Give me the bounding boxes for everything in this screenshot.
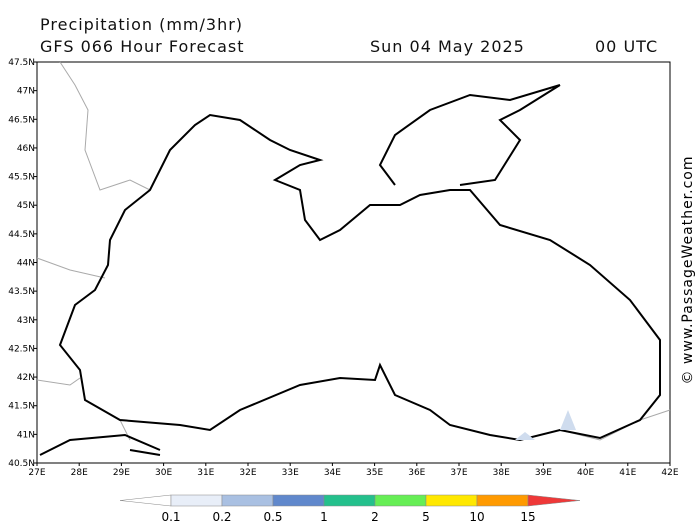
lon-label: 40E [577, 468, 594, 478]
legend-swatch [272, 494, 325, 507]
lon-label: 41E [619, 468, 636, 478]
legend-swatch [119, 494, 172, 507]
title: Precipitation (mm/3hr) [40, 15, 243, 34]
legend-swatch [425, 494, 478, 507]
lat-label: 43.5N [8, 287, 35, 297]
lon-label: 39E [535, 468, 552, 478]
lat-label: 41.5N [8, 402, 35, 412]
time: 00 UTC [595, 37, 658, 56]
lat-label: 47N [17, 87, 35, 97]
lon-label: 35E [366, 468, 383, 478]
lon-label: 31E [197, 468, 214, 478]
watermark: © www.PassageWeather.com [680, 155, 696, 384]
lon-label: 30E [155, 468, 172, 478]
lat-label: 43N [17, 316, 35, 326]
subtitle: GFS 066 Hour Forecast [40, 37, 245, 56]
lon-label: 32E [239, 468, 256, 478]
lon-label: 36E [408, 468, 425, 478]
lon-label: 29E [113, 468, 130, 478]
legend-swatch [374, 494, 427, 507]
lat-label: 47.5N [8, 58, 35, 68]
legend-label: 1 [320, 510, 328, 524]
lon-label: 33E [282, 468, 299, 478]
lat-label: 41N [17, 430, 35, 440]
legend-label: 5 [422, 510, 430, 524]
legend-swatch [476, 494, 529, 507]
lon-label: 34E [324, 468, 341, 478]
lat-label: 44N [17, 259, 35, 269]
lat-label: 42.5N [8, 344, 35, 354]
borders [36, 61, 671, 441]
legend-label: 0.2 [212, 510, 231, 524]
coastline [58, 113, 661, 442]
map-frame [36, 61, 671, 464]
legend-label: 0.1 [161, 510, 180, 524]
legend-label: 15 [520, 510, 535, 524]
legend-swatch [527, 494, 581, 507]
legend-swatch [323, 494, 376, 507]
date: Sun 04 May 2025 [370, 37, 525, 56]
lat-label: 42N [17, 373, 35, 383]
legend-swatch [221, 494, 274, 507]
marmara-coast [39, 433, 161, 456]
lat-label: 46N [17, 144, 35, 154]
precip-patch [515, 410, 576, 440]
legend-swatch [170, 494, 223, 507]
azov-coast [378, 84, 561, 186]
lat-label: 44.5N [8, 230, 35, 240]
lat-label: 45.5N [8, 173, 35, 183]
map-border [36, 61, 671, 464]
lon-label: 27E [28, 468, 45, 478]
legend-label: 10 [469, 510, 484, 524]
lat-label: 40.5N [8, 459, 35, 469]
legend-label: 2 [371, 510, 379, 524]
lat-label: 46.5N [8, 115, 35, 125]
legend-label: 0.5 [263, 510, 282, 524]
lon-label: 42E [661, 468, 678, 478]
lon-label: 28E [71, 468, 88, 478]
lat-label: 45N [17, 201, 35, 211]
lon-label: 37E [450, 468, 467, 478]
lon-label: 38E [493, 468, 510, 478]
